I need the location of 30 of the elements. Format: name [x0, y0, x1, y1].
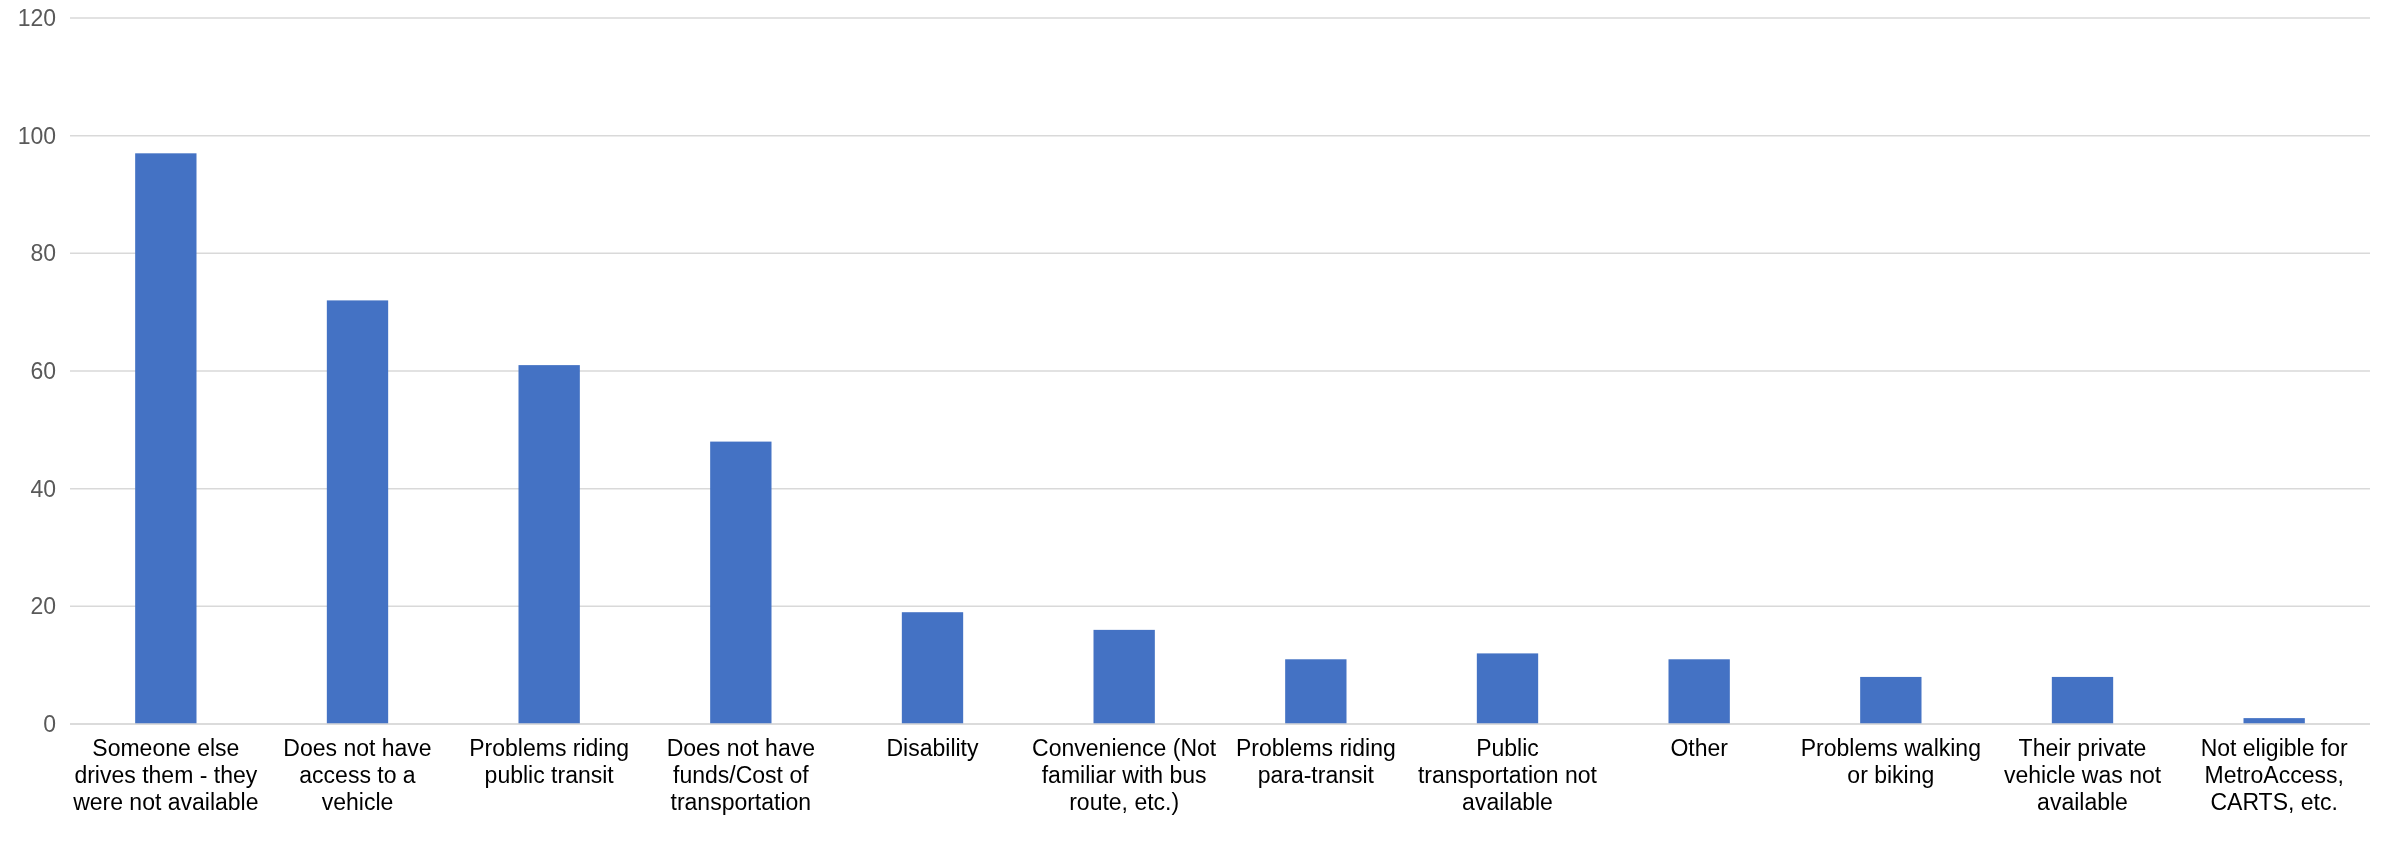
y-tick-label: 100 [17, 122, 56, 149]
y-tick-label: 80 [30, 240, 56, 267]
bar [1093, 629, 1155, 724]
x-tick-label: Someone else drives them - they were not available [72, 735, 259, 815]
bar [2051, 676, 2114, 724]
bar [135, 153, 197, 724]
x-tick-label: Public transportation not available [1417, 735, 1598, 815]
y-tick-label: 40 [30, 475, 56, 502]
x-tick-label: Problems walking or biking [1800, 735, 1981, 788]
x-tick-label: Problems riding para-transit [1235, 735, 1396, 788]
bar [1285, 659, 1347, 724]
bar [518, 365, 580, 724]
x-tick-label: Does not have funds/Cost of transportation [666, 735, 815, 815]
bar [1476, 653, 1539, 724]
y-tick-label: 60 [30, 358, 56, 385]
x-tick-label: Problems riding public transit [469, 735, 630, 788]
x-tick-label: Their private vehicle was not available [2003, 735, 2162, 815]
y-tick-label: 120 [17, 5, 56, 32]
bar [710, 441, 772, 724]
bar [1668, 659, 1730, 724]
bar [901, 612, 964, 724]
y-tick-label: 0 [43, 711, 56, 738]
x-tick-label: Does not have access to a vehicle [283, 735, 432, 815]
x-tick-label: Other [1670, 735, 1729, 761]
x-tick-label: Disability [886, 735, 980, 761]
bar [1860, 676, 1922, 724]
x-tick-label: Not eligible for MetroAccess, CARTS, etc. [2200, 735, 2349, 815]
y-tick-label: 20 [30, 593, 56, 620]
bar [326, 300, 389, 724]
x-tick-label: Convenience (Not familiar with bus route, etc.) [1032, 735, 1217, 815]
